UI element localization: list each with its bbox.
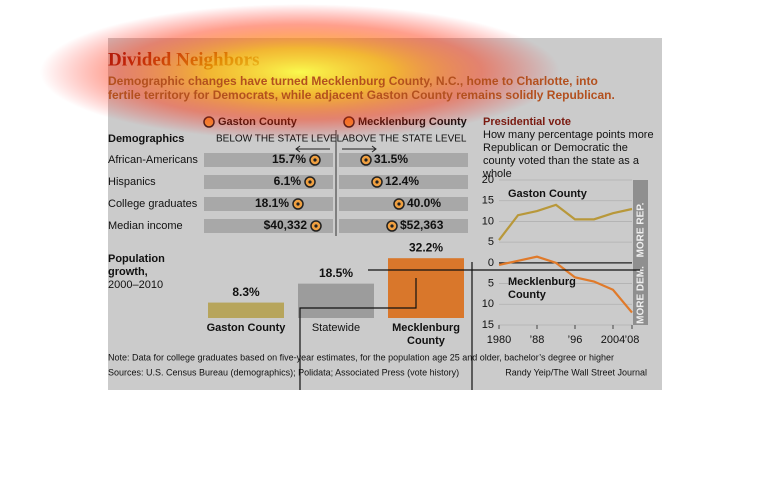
marker-center — [364, 158, 368, 162]
y-tick-label: 0 — [488, 257, 494, 269]
row-bar — [204, 175, 333, 189]
y-tick-label: 10 — [482, 298, 494, 310]
sources: Sources: U.S. Census Bureau (demographic… — [108, 367, 459, 377]
x-tick-label: 1980 — [487, 334, 511, 346]
bar — [388, 258, 464, 318]
value-label: 18.5% — [319, 266, 353, 280]
marker-center — [296, 202, 300, 206]
annotation: MORE REP. — [636, 202, 647, 257]
x-tick-label: ’08 — [625, 334, 640, 346]
gaston-value: 6.1% — [274, 174, 302, 188]
marker-center — [397, 202, 401, 206]
marker-center — [313, 158, 317, 162]
mecklenburg-value: $52,363 — [400, 218, 444, 232]
subtitle: Demographic changes have turned Mecklenb… — [108, 74, 615, 102]
line-title: Presidential vote — [483, 116, 572, 128]
y-tick-label: 10 — [482, 215, 494, 227]
row-label: African-Americans — [108, 154, 198, 166]
x-tick-label: ’88 — [530, 334, 545, 346]
category-label: Mecklenburg County — [392, 322, 460, 347]
category-label: Gaston County — [206, 322, 286, 334]
row-bar — [339, 219, 468, 233]
mecklenburg-value: 12.4% — [385, 174, 419, 188]
bar-subtitle: 2000–2010 — [108, 279, 164, 291]
y-tick-label: 15 — [482, 319, 494, 331]
line-subtitle: How many percentage points more Republic… — [483, 129, 654, 180]
marker-center — [390, 224, 394, 228]
bar — [208, 302, 284, 318]
legend-dot — [343, 116, 355, 128]
credit: Randy Yeip/The Wall Street Journal — [505, 367, 647, 377]
mecklenburg-value: 40.0% — [407, 196, 441, 210]
marker-center — [375, 180, 379, 184]
row-bar — [204, 219, 333, 233]
mecklenburg-value: 31.5% — [374, 152, 408, 166]
row-label: Hispanics — [108, 176, 156, 188]
y-tick-label: 15 — [482, 195, 494, 207]
gaston-value: $40,332 — [264, 218, 308, 232]
arrow-right — [342, 145, 377, 153]
value-label: 32.2% — [409, 240, 443, 254]
y-tick-label: 5 — [488, 277, 494, 289]
x-tick-label: ’96 — [568, 334, 583, 346]
demographics-rows: African-Americans 15.7% 31.5% Hispanics 6.1%… — [108, 152, 468, 233]
legend-dot — [203, 116, 215, 128]
value-label: 8.3% — [232, 285, 260, 299]
overlay-lines — [299, 262, 640, 390]
series-label: Mecklenburg County — [508, 276, 576, 301]
category-label: Statewide — [311, 322, 361, 334]
legend-gaston: Gaston County — [218, 116, 298, 128]
arrow-left — [295, 145, 330, 153]
above-label: ABOVE THE STATE LEVEL — [342, 134, 467, 145]
gaston-value: 15.7% — [272, 152, 306, 166]
marker-center — [314, 224, 318, 228]
x-tick-label: 2004 — [601, 334, 625, 346]
bar — [298, 283, 374, 318]
note: Note: Data for college graduates based o… — [108, 352, 614, 362]
demographics-heading: Demographics — [108, 133, 184, 145]
row-bar — [204, 153, 333, 167]
row-bar — [339, 175, 468, 189]
row-label: College graduates — [108, 198, 198, 210]
row-label: Median income — [108, 220, 183, 232]
y-tick-label: 20 — [482, 174, 494, 186]
row-bar — [339, 153, 468, 167]
annotation: MORE DEM. — [636, 266, 647, 324]
y-tick-label: 5 — [488, 236, 494, 248]
marker-center — [308, 180, 312, 184]
bar-title: Population growth, — [108, 253, 165, 278]
side-bar — [633, 180, 648, 325]
title: Divided Neighbors — [108, 49, 260, 70]
below-label: BELOW THE STATE LEVEL — [216, 134, 343, 145]
legend-mecklenburg: Mecklenburg County — [358, 116, 468, 128]
series-label: Gaston County — [508, 188, 587, 200]
series-line — [498, 203, 633, 241]
gaston-value: 18.1% — [255, 196, 289, 210]
